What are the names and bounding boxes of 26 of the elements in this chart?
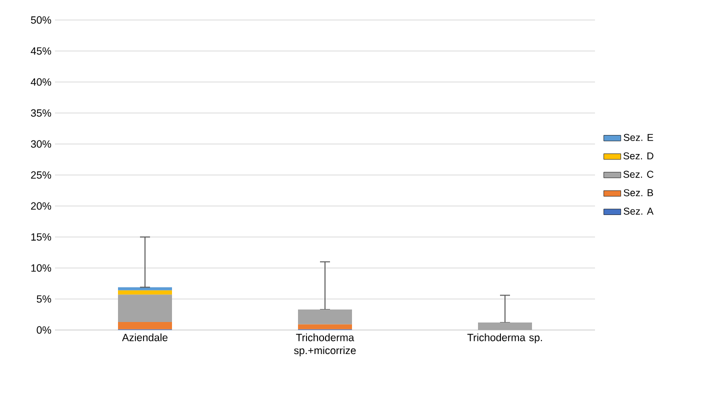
legend-label: Sez. A bbox=[624, 208, 654, 215]
y-tick-label: 20% bbox=[31, 202, 52, 210]
bar bbox=[298, 310, 352, 324]
x-tick-label: Trichoderma sp.+micorrize bbox=[294, 334, 356, 356]
y-tick-label: 40% bbox=[30, 78, 52, 86]
y-tick-label: 50% bbox=[30, 16, 52, 24]
legend-label: Sez. B bbox=[624, 189, 654, 196]
legend-label: Sez. C bbox=[623, 170, 654, 178]
legend-label: Sez. E bbox=[624, 134, 654, 141]
y-tick-label: 5% bbox=[36, 295, 52, 303]
y-tick-label: 30% bbox=[30, 140, 52, 148]
y-tick-label: 25% bbox=[31, 171, 52, 179]
bar bbox=[478, 322, 532, 330]
bar bbox=[298, 324, 352, 330]
x-tick-label: Trichoderma sp. bbox=[467, 334, 542, 344]
bar bbox=[118, 287, 172, 290]
y-tick-label: 10% bbox=[31, 264, 52, 272]
y-tick-label: 15% bbox=[31, 233, 52, 241]
legend-label: Sez. D bbox=[623, 152, 654, 160]
bar bbox=[118, 290, 172, 295]
x-tick-label: Aziendale bbox=[122, 334, 168, 342]
y-tick-label: 35% bbox=[30, 109, 52, 117]
y-tick-label: 45% bbox=[30, 47, 52, 55]
bar bbox=[118, 294, 172, 322]
y-tick-label: 0% bbox=[36, 326, 52, 334]
bar bbox=[118, 322, 172, 330]
